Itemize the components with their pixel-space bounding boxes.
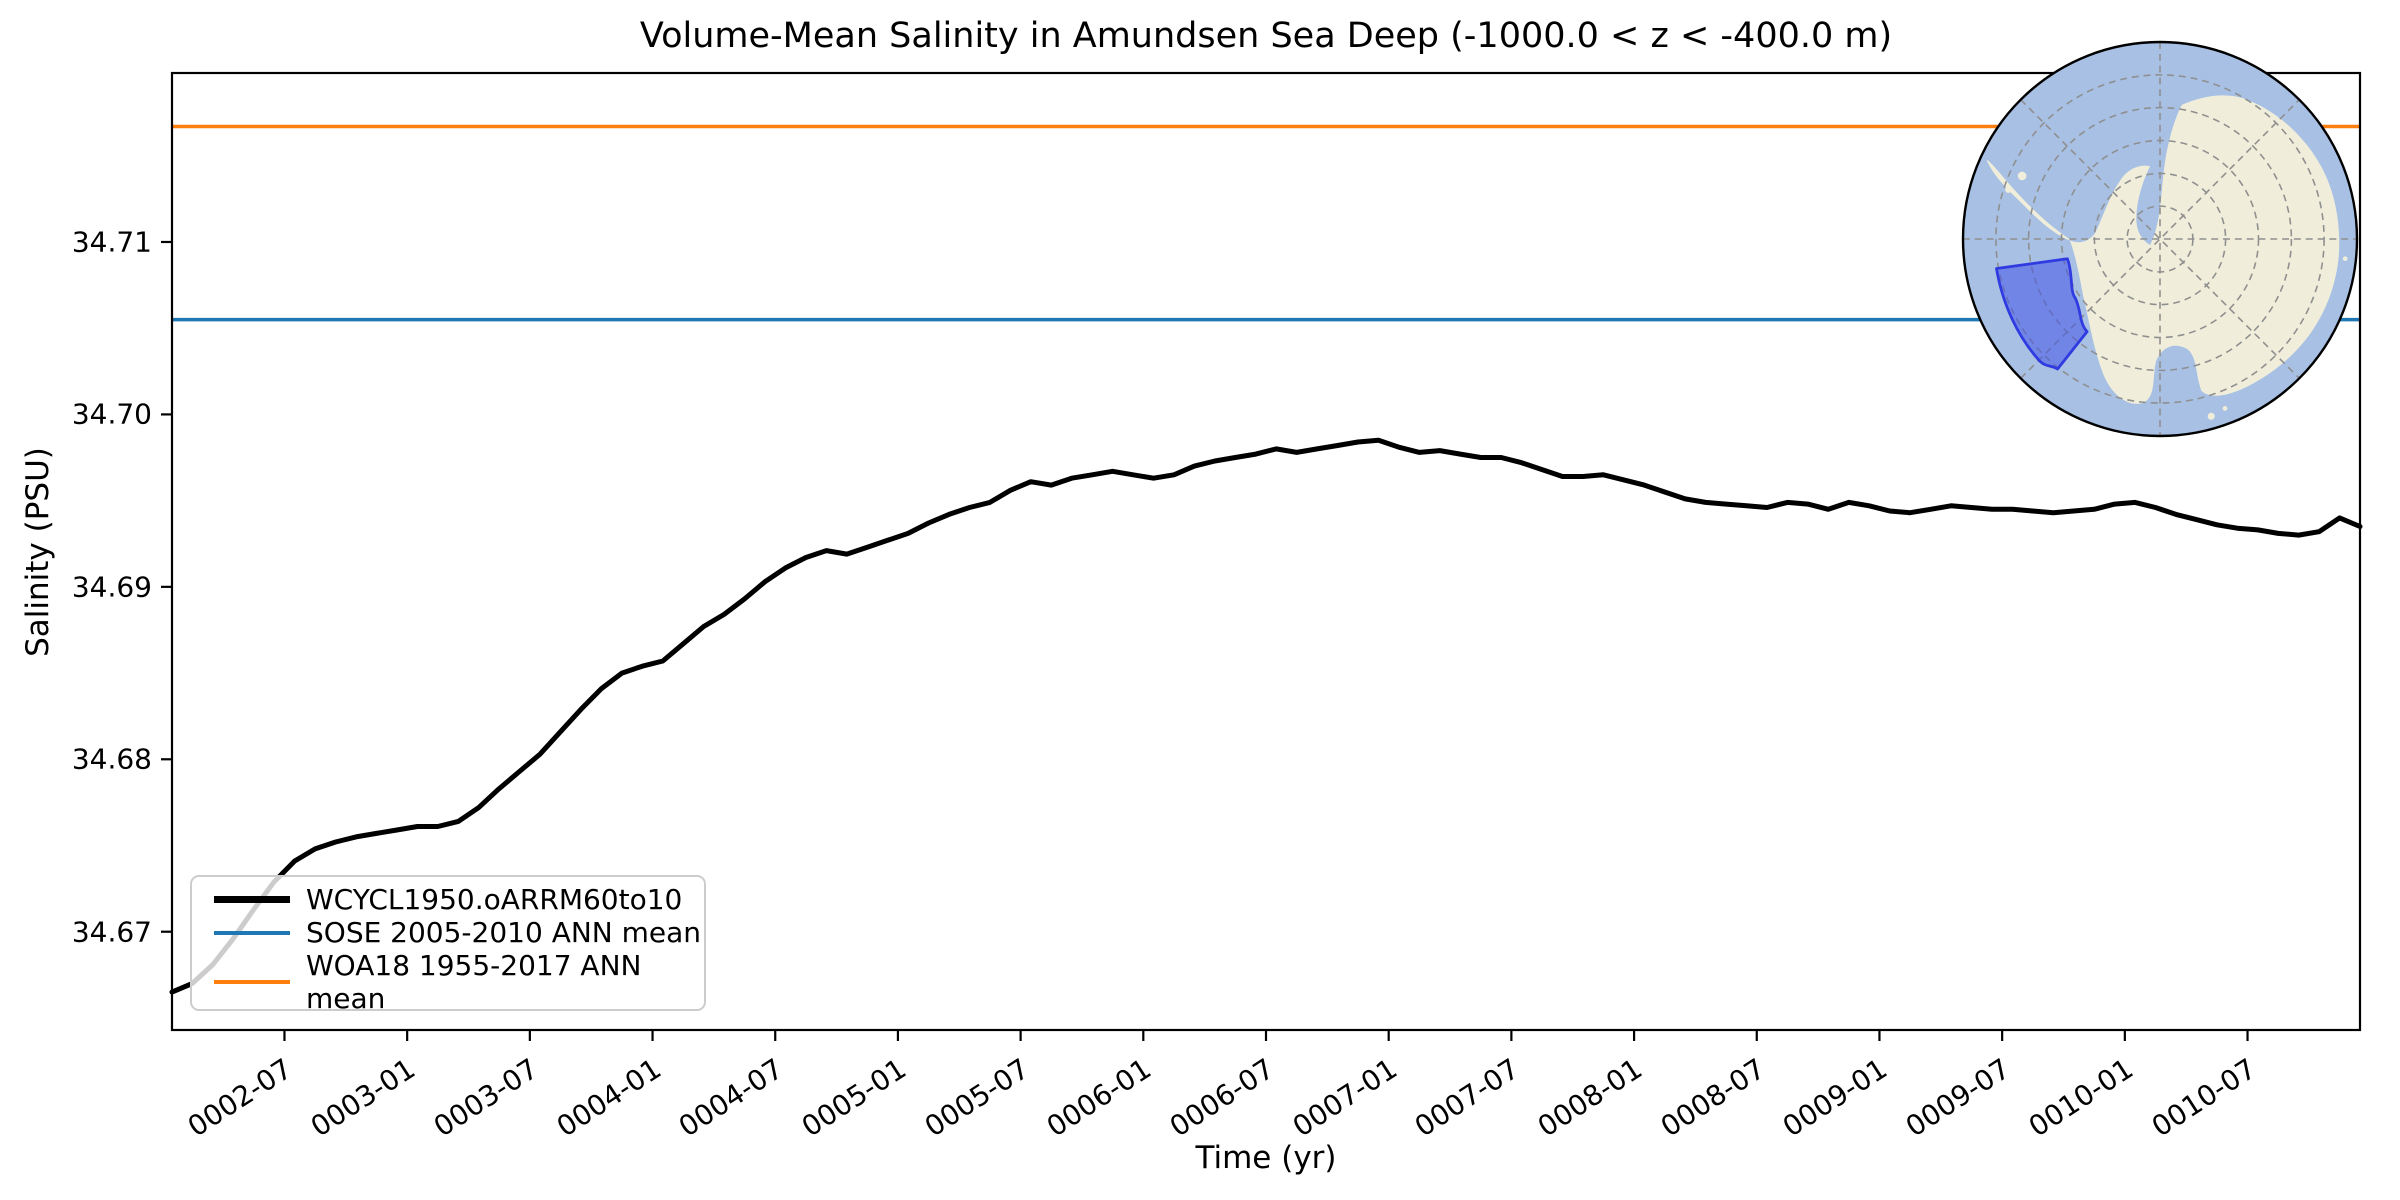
map-border — [1961, 40, 2359, 438]
plot-area — [161, 71, 2363, 1041]
amundsen-region-highlight — [1995, 257, 2089, 371]
legend-entry: WOA18 1955-2017 ANN mean — [192, 949, 704, 1015]
legend: WCYCL1950.oARRM60to10 SOSE 2005-2010 ANN … — [190, 875, 706, 1015]
legend-entry: SOSE 2005-2010 ANN mean — [192, 916, 704, 949]
y-tick-label: 34.71 — [71, 225, 152, 259]
legend-line-sample — [214, 980, 290, 984]
y-tick-label: 34.69 — [71, 570, 152, 604]
x-axis-label: Time (yr) — [1195, 1140, 1337, 1176]
antarctica-landmass — [1986, 95, 2340, 404]
legend-entry: WCYCL1950.oARRM60to10 — [192, 883, 704, 916]
y-tick-label: 34.70 — [71, 397, 152, 431]
legend-line-sample — [214, 930, 290, 935]
chart-title: Volume-Mean Salinity in Amundsen Sea Dee… — [639, 16, 1893, 56]
y-tick-label: 34.67 — [71, 915, 152, 949]
legend-entry-label: WOA18 1955-2017 ANN mean — [306, 949, 642, 1015]
y-axis-label: Salinity (PSU) — [20, 447, 56, 657]
legend-entry-label: WCYCL1950.oARRM60to10 — [306, 883, 683, 916]
legend-entry-label: SOSE 2005-2010 ANN mean — [306, 916, 702, 949]
legend-line-sample — [214, 896, 290, 903]
antarctica-inset-map — [1961, 40, 2359, 438]
map-islands — [2005, 171, 2348, 420]
data-line — [169, 437, 2363, 995]
y-tick-label: 34.68 — [71, 742, 152, 776]
